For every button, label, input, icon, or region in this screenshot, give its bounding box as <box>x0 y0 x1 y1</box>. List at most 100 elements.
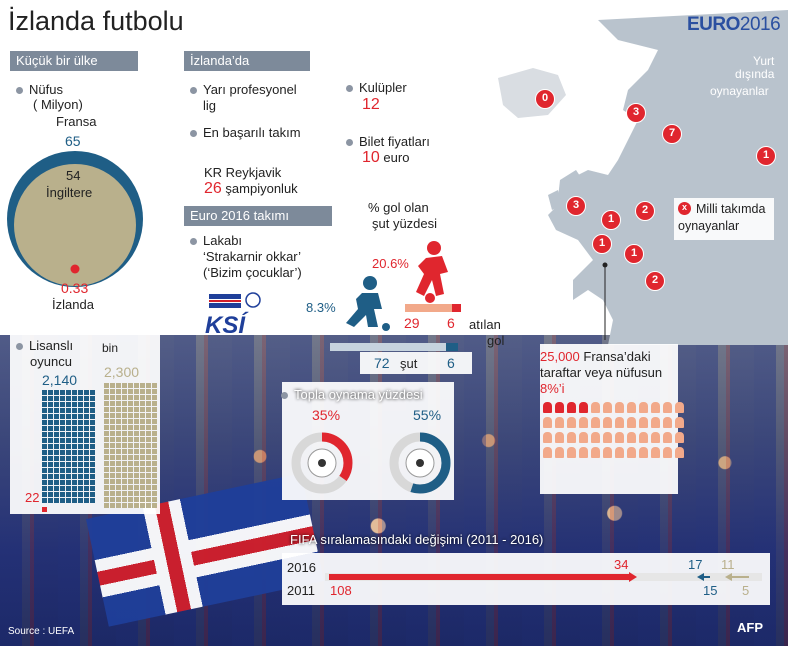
waffle-cell <box>104 389 109 394</box>
waffle-cell <box>134 485 139 490</box>
fan-icon <box>663 432 672 443</box>
waffle-cell <box>146 491 151 496</box>
fan-icon <box>567 447 576 458</box>
waffle-cell <box>84 480 89 485</box>
waffle-cell <box>72 426 77 431</box>
waffle-cell <box>66 438 71 443</box>
waffle-cell <box>90 444 95 449</box>
waffle-cell <box>90 414 95 419</box>
waffle-cell <box>134 455 139 460</box>
fan-icon <box>663 402 672 413</box>
waffle-cell <box>110 407 115 412</box>
waffle-cell <box>110 461 115 466</box>
waffle-cell <box>110 467 115 472</box>
donut-opponents <box>389 432 451 494</box>
waffle-cell <box>152 443 157 448</box>
abroad-label: Yurt dışında <box>735 54 775 81</box>
waffle-cell <box>134 389 139 394</box>
waffle-cell <box>90 456 95 461</box>
waffle-cell <box>146 455 151 460</box>
fan-icon <box>591 432 600 443</box>
waffle-cell <box>122 449 127 454</box>
waffle-cell <box>90 402 95 407</box>
clubs-label: Kulüpler <box>346 80 407 96</box>
waffle-cell <box>42 450 47 455</box>
waffle-cell <box>122 497 127 502</box>
waffle-cell <box>54 444 59 449</box>
shots-label: şut <box>400 356 418 371</box>
football-patch <box>318 459 326 467</box>
fans-pct: 8%’i <box>540 381 565 396</box>
waffle-cell <box>54 438 59 443</box>
players-blue-value: 2,140 <box>42 372 78 388</box>
waffle-cell <box>128 455 133 460</box>
waffle-cell <box>116 491 121 496</box>
waffle-cell <box>110 395 115 400</box>
waffle-cell <box>60 492 65 497</box>
waffle-cell <box>110 431 115 436</box>
waffle-cell <box>116 485 121 490</box>
fan-icon <box>651 417 660 428</box>
waffle-cell <box>54 420 59 425</box>
waffle-cell <box>152 497 157 502</box>
waffle-cell <box>146 467 151 472</box>
waffle-cell <box>78 450 83 455</box>
waffle-cell <box>54 408 59 413</box>
fan-icon <box>615 417 624 428</box>
shots-label-bg <box>360 352 472 374</box>
waffle-cell <box>78 474 83 479</box>
waffle-cell <box>48 480 53 485</box>
waffle-cell <box>110 425 115 430</box>
waffle-cell <box>122 467 127 472</box>
fan-icon <box>591 402 600 413</box>
waffle-cell <box>104 473 109 478</box>
nickname-2: (‘Bizim çocuklar’) <box>203 265 302 280</box>
waffle-cell <box>78 456 83 461</box>
waffle-cell <box>90 408 95 413</box>
waffle-cell <box>72 480 77 485</box>
waffle-cell <box>66 402 71 407</box>
waffle-cell <box>128 461 133 466</box>
fan-icon <box>555 402 564 413</box>
waffle-cell <box>128 479 133 484</box>
waffle-cell <box>110 383 115 388</box>
waffle-cell <box>78 468 83 473</box>
waffle-cell <box>66 450 71 455</box>
fan-icon <box>615 432 624 443</box>
waffle-cell <box>90 468 95 473</box>
waffle-cell <box>116 503 121 508</box>
semi-pro-label-2: lig <box>203 98 217 113</box>
waffle-cell <box>48 408 53 413</box>
fan-icon <box>555 447 564 458</box>
waffle-cell <box>140 425 145 430</box>
france-value: 65 <box>65 133 81 149</box>
waffle-cell <box>116 389 121 394</box>
fan-icon <box>567 432 576 443</box>
ticket-label: Bilet fiyatları <box>346 134 430 150</box>
waffle-cell <box>72 438 77 443</box>
nickname-label: Lakabı <box>190 233 242 249</box>
waffle-cell <box>128 497 133 502</box>
waffle-cell <box>60 498 65 503</box>
waffle-cell <box>122 461 127 466</box>
waffle-cell <box>140 467 145 472</box>
fan-icon <box>591 417 600 428</box>
fifa-a-2016: 17 <box>688 557 703 572</box>
waffle-cell <box>128 401 133 406</box>
waffle-cell <box>90 474 95 479</box>
waffle-cell <box>48 420 53 425</box>
map-pin: 3 <box>626 103 646 123</box>
goals-label-2: gol <box>487 333 505 348</box>
waffle-cell <box>146 401 151 406</box>
waffle-cell <box>54 396 59 401</box>
waffle-cell <box>54 468 59 473</box>
population-label: Nüfus <box>16 82 63 98</box>
waffle-cell <box>42 456 47 461</box>
waffle-cell <box>90 462 95 467</box>
waffle-cell <box>146 419 151 424</box>
kr-value: 26 şampiyonluk <box>204 180 298 197</box>
donut-arc <box>291 432 353 494</box>
fifa-iceland-2011: 108 <box>330 583 352 598</box>
waffle-cell <box>66 432 71 437</box>
players-red-square <box>42 507 47 512</box>
